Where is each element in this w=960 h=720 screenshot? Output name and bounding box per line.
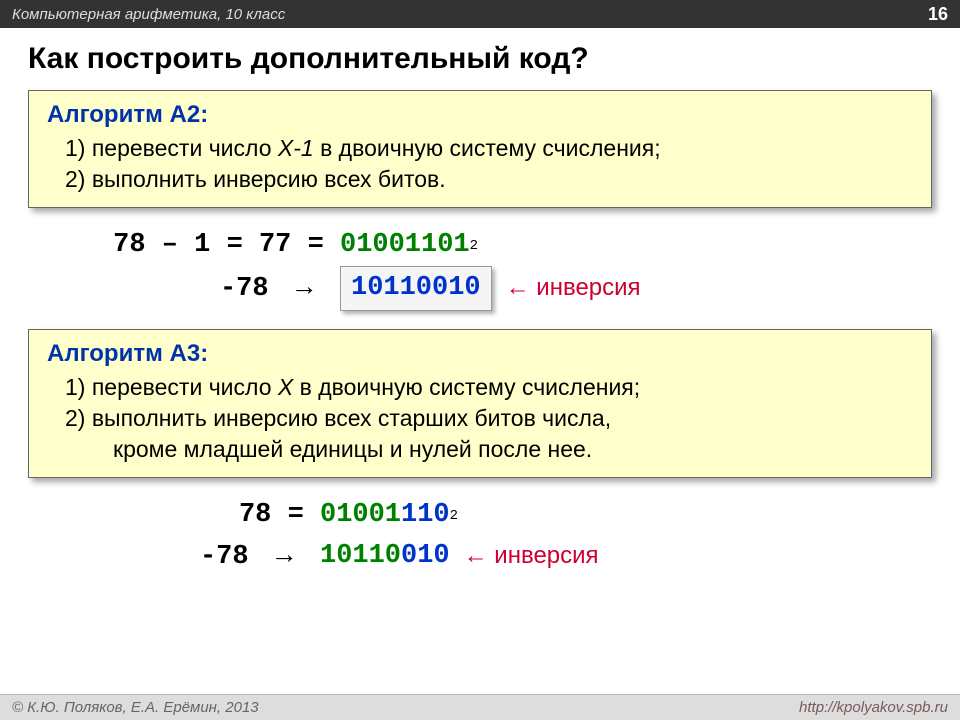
ex2-l2-left: -78 →: [190, 535, 320, 577]
page-number: 16: [928, 4, 948, 25]
algo-a2-list: 1) перевести число X-1 в двоичную систем…: [47, 133, 913, 195]
algo-a3-list: 1) перевести число X в двоичную систему …: [47, 372, 913, 465]
ex1-l1-sub: 2: [470, 236, 478, 256]
arrow-right-icon: →: [291, 271, 318, 301]
ex2-l1-bin-green: 01001: [320, 496, 401, 535]
ex2-inversion-note: ← инверсия: [464, 539, 599, 574]
arrow-right-icon: →: [271, 539, 298, 569]
arrow-left-icon: ←: [506, 274, 530, 301]
algo-a3-item-2b: кроме младшей единицы и нулей после нее.: [65, 434, 913, 465]
example-1: 78 – 1 = 77 = 010011012 -78 → 10110010 ←…: [0, 226, 960, 310]
ex1-l2-left: -78 →: [100, 267, 340, 309]
algorithm-a3-box: Алгоритм А3: 1) перевести число X в двои…: [28, 329, 932, 479]
algo-a3-item1-x: X: [278, 374, 293, 400]
course-label: Компьютерная арифметика, 10 класс: [12, 6, 285, 23]
algorithm-a2-box: Алгоритм А2: 1) перевести число X-1 в дв…: [28, 90, 932, 208]
ex1-l1-bin: 01001101: [340, 226, 470, 265]
algo-a2-item1-prefix: 1) перевести число: [65, 135, 278, 161]
ex2-l1-left: 78 =: [190, 496, 320, 535]
ex2-l1-sub: 2: [450, 506, 458, 526]
ex2-l2-num: -78: [200, 542, 265, 572]
footer-bar: © К.Ю. Поляков, Е.А. Ерёмин, 2013 http:/…: [0, 694, 960, 720]
example-2-line-1: 78 = 010011102: [190, 496, 960, 535]
example-1-line-2: -78 → 10110010 ← инверсия: [100, 266, 960, 311]
example-1-line-1: 78 – 1 = 77 = 010011012: [100, 226, 960, 265]
example-2: 78 = 010011102 -78 → 10110010 ← инверсия: [0, 496, 960, 577]
footer-copyright: © К.Ю. Поляков, Е.А. Ерёмин, 2013: [12, 699, 259, 716]
ex1-l1-left: 78 – 1 = 77 =: [100, 226, 340, 265]
ex2-l2-bin-blue: 010: [401, 541, 450, 571]
ex2-inversion-label: инверсия: [494, 542, 598, 569]
example-2-line-2: -78 → 10110010 ← инверсия: [190, 535, 960, 577]
ex2-l1-bin-blue: 110: [401, 496, 450, 535]
arrow-left-icon: ←: [464, 542, 488, 569]
algo-a2-item1-suffix: в двоичную систему счисления;: [314, 135, 661, 161]
algo-a2-item-2: 2) выполнить инверсию всех битов.: [65, 164, 913, 195]
algo-a2-title: Алгоритм А2:: [47, 99, 913, 131]
ex2-l2-result: 10110010: [320, 537, 450, 576]
page-title: Как построить дополнительный код?: [0, 28, 960, 86]
ex1-inversion-label: инверсия: [536, 274, 640, 301]
algo-a2-item1-x: X-1: [278, 135, 314, 161]
algo-a2-item-1: 1) перевести число X-1 в двоичную систем…: [65, 133, 913, 164]
header-bar: Компьютерная арифметика, 10 класс 16: [0, 0, 960, 28]
ex1-inversion-note: ← инверсия: [506, 271, 641, 306]
ex1-l2-result-box: 10110010: [340, 266, 492, 311]
ex2-l2-bin-green: 10110: [320, 541, 401, 571]
ex1-l2-num: -78: [220, 274, 285, 304]
algo-a3-item1-suffix: в двоичную систему счисления;: [293, 374, 640, 400]
algo-a3-title: Алгоритм А3:: [47, 338, 913, 370]
algo-a3-item-1: 1) перевести число X в двоичную систему …: [65, 372, 913, 403]
footer-url: http://kpolyakov.spb.ru: [799, 699, 948, 716]
algo-a3-item-2a: 2) выполнить инверсию всех старших битов…: [65, 403, 913, 434]
algo-a3-item1-prefix: 1) перевести число: [65, 374, 278, 400]
